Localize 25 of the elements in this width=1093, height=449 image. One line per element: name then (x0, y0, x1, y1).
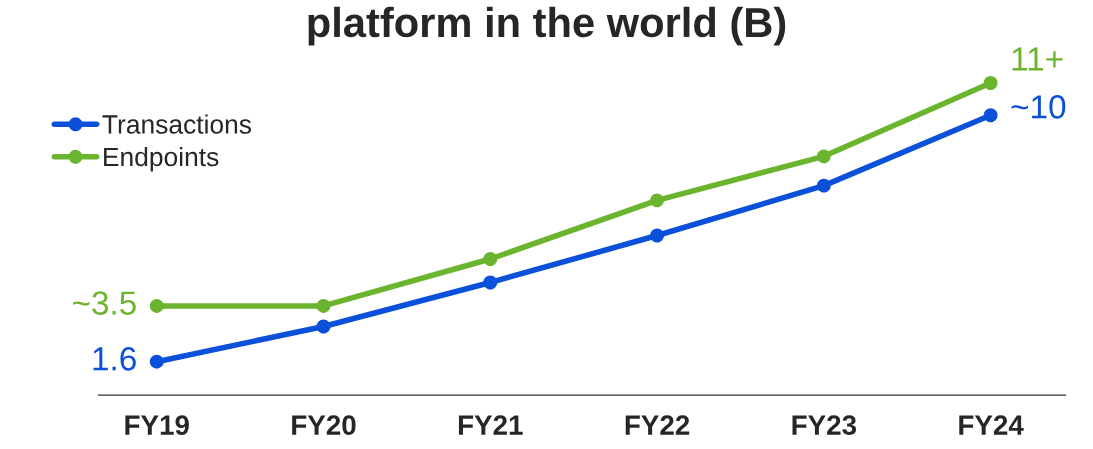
chart-title: platform in the world (B) (308, 6, 786, 46)
legend-label: Endpoints (104, 146, 219, 172)
point (149, 298, 164, 313)
data-label: ~3.5 (73, 291, 136, 315)
point (316, 319, 331, 334)
point (316, 298, 331, 313)
data-label: 1.6 (93, 347, 136, 371)
point (816, 178, 831, 193)
x-tick-label: FY22 (625, 415, 690, 435)
point (650, 193, 665, 208)
data-label: 11+ (1012, 47, 1063, 71)
legend-label: Transactions (102, 114, 252, 134)
point (483, 252, 498, 266)
x-tick-label: FY24 (959, 415, 1024, 435)
x-tick-label: FY21 (458, 415, 523, 435)
x-tick-label: FY23 (792, 415, 857, 436)
data-label: ~10 (1011, 95, 1066, 119)
point (983, 76, 998, 90)
point (149, 354, 164, 369)
x-tick-label: FY20 (292, 415, 356, 435)
point (483, 275, 498, 290)
x-tick-label: FY19 (125, 415, 189, 435)
point (983, 108, 998, 123)
point (816, 149, 831, 164)
point (650, 228, 665, 243)
